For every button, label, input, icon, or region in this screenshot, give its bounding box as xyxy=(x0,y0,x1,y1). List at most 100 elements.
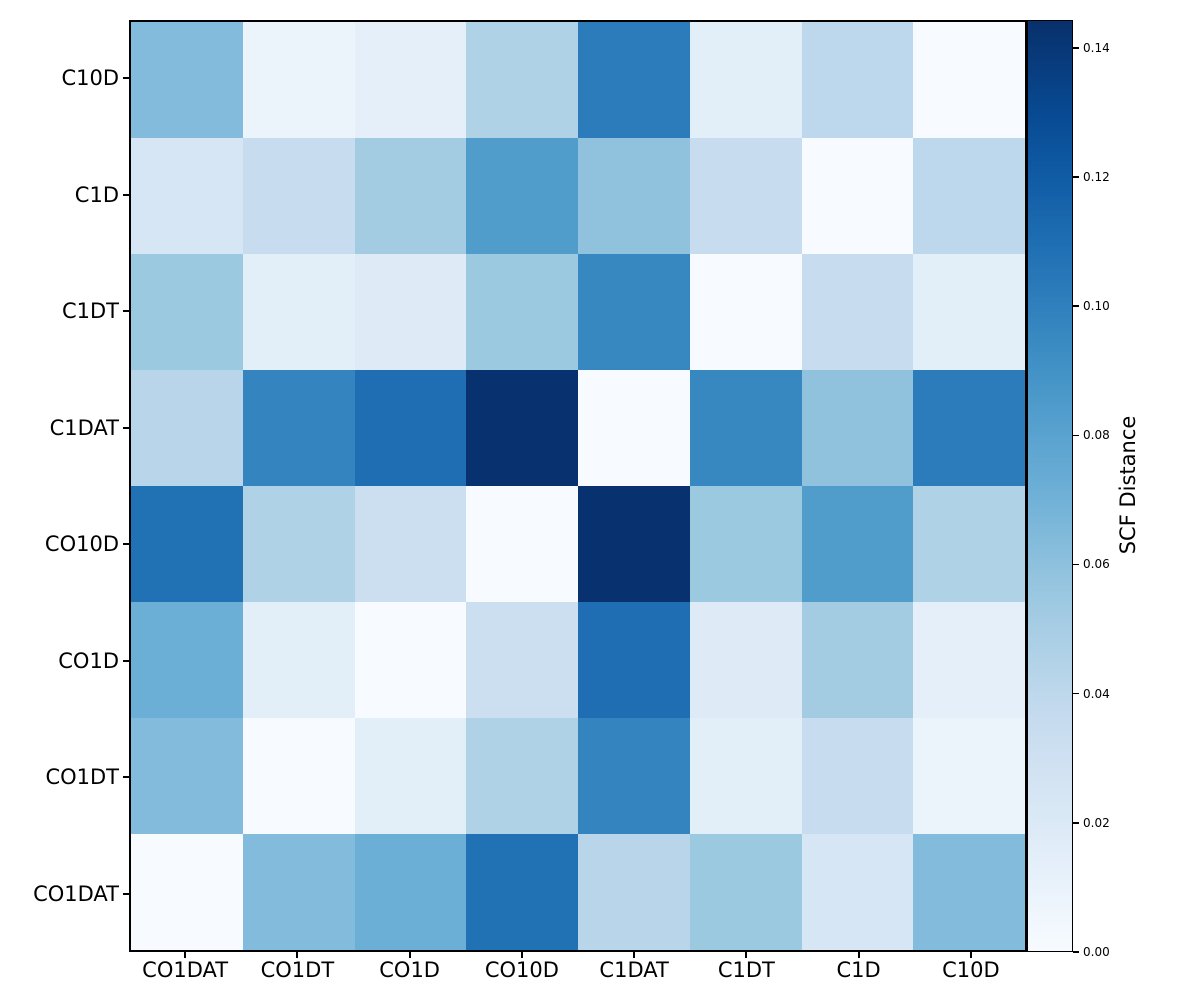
heatmap-cell xyxy=(242,22,355,138)
y-tick-label: C1DAT xyxy=(49,415,119,440)
heatmap-cell xyxy=(801,22,914,138)
colorbar-tick-mark xyxy=(1073,563,1079,566)
x-tick-mark xyxy=(969,952,972,958)
y-tick-label: C1DT xyxy=(61,299,119,324)
heatmap-cell xyxy=(913,254,1025,370)
heatmap-cell xyxy=(689,22,802,138)
heatmap-cell xyxy=(131,22,243,138)
colorbar-tick-label: 0.04 xyxy=(1083,686,1110,701)
heatmap-cell xyxy=(131,370,243,486)
heatmap-cell xyxy=(801,718,914,834)
y-tick-mark xyxy=(123,543,129,546)
heatmap-cell xyxy=(578,834,690,950)
y-tick-mark xyxy=(123,310,129,313)
heatmap-cell xyxy=(131,486,243,602)
x-tick-label: C1DAT xyxy=(599,958,669,982)
colorbar-tick-label: 0.10 xyxy=(1083,299,1110,314)
heatmap-cell xyxy=(578,254,690,370)
heatmap-cell xyxy=(131,718,243,834)
heatmap-cell xyxy=(466,486,578,602)
heatmap-cell xyxy=(689,834,802,950)
heatmap-cell xyxy=(689,138,802,254)
heatmap-cell xyxy=(131,834,243,950)
y-tick-label: C10D xyxy=(61,66,119,91)
colorbar-axis-label: SCF Distance xyxy=(1116,415,1140,555)
y-tick-mark xyxy=(123,659,129,662)
x-tick-mark xyxy=(633,952,636,958)
heatmap-cell xyxy=(801,138,914,254)
heatmap-cell xyxy=(242,370,355,486)
colorbar-tick-mark xyxy=(1073,305,1079,307)
heatmap-cell xyxy=(466,138,578,254)
y-tick-label: CO1DT xyxy=(45,765,119,790)
heatmap-cell xyxy=(354,486,467,602)
heatmap-cell xyxy=(578,138,690,254)
x-tick-mark xyxy=(184,952,187,958)
colorbar-tick-label: 0.00 xyxy=(1083,945,1110,959)
heatmap-cell xyxy=(578,22,690,138)
y-tick-label: CO1D xyxy=(58,648,119,673)
heatmap-cell xyxy=(354,22,467,138)
colorbar-tick-mark xyxy=(1073,434,1079,437)
heatmap-cell xyxy=(354,138,467,254)
heatmap-cell xyxy=(801,602,914,718)
heatmap-cell xyxy=(578,486,690,602)
heatmap-cell xyxy=(913,602,1025,718)
heatmap-cell xyxy=(801,254,914,370)
x-tick-label: C10D xyxy=(942,958,1000,982)
x-tick-mark xyxy=(296,952,299,958)
heatmap-cell xyxy=(131,602,243,718)
x-tick-mark xyxy=(857,952,860,958)
heatmap-cell xyxy=(466,718,578,834)
heatmap-cell xyxy=(689,602,802,718)
x-tick-mark xyxy=(745,952,748,958)
x-tick-label: CO1DT xyxy=(260,958,335,982)
heatmap-cell xyxy=(578,602,690,718)
heatmap-cell xyxy=(913,370,1025,486)
heatmap-cell xyxy=(913,718,1025,834)
heatmap-cell xyxy=(913,834,1025,950)
heatmap-cell xyxy=(242,486,355,602)
x-tick-label: CO1D xyxy=(379,958,440,982)
colorbar-tick-mark xyxy=(1073,47,1079,49)
colorbar-tick-label: 0.14 xyxy=(1083,40,1110,55)
heatmap-cell xyxy=(689,486,802,602)
heatmap-cell xyxy=(242,254,355,370)
heatmap-cell xyxy=(242,718,355,834)
y-tick-mark xyxy=(123,426,129,429)
heatmap-cell xyxy=(801,370,914,486)
colorbar-tick-mark xyxy=(1073,176,1079,178)
colorbar-tick-label: 0.06 xyxy=(1083,557,1110,572)
y-tick-mark xyxy=(123,77,129,80)
heatmap-cell xyxy=(466,22,578,138)
heatmap-cell xyxy=(354,602,467,718)
heatmap-cell xyxy=(913,22,1025,138)
heatmap-cell xyxy=(466,254,578,370)
heatmap-cell xyxy=(354,834,467,950)
y-tick-mark xyxy=(123,776,129,779)
x-tick-mark xyxy=(520,952,523,958)
y-tick-label: CO1DAT xyxy=(33,881,119,906)
x-tick-label: C1D xyxy=(836,958,881,982)
heatmap-cell xyxy=(242,602,355,718)
heatmap-cell xyxy=(466,370,578,486)
heatmap-cell xyxy=(354,370,467,486)
heatmap-cell xyxy=(131,138,243,254)
heatmap-cell xyxy=(466,602,578,718)
heatmap-cell xyxy=(689,718,802,834)
heatmap-cell xyxy=(242,834,355,950)
colorbar-tick-label: 0.02 xyxy=(1083,815,1110,830)
heatmap-cell xyxy=(689,254,802,370)
colorbar-tick-mark xyxy=(1073,692,1079,695)
heatmap-cell xyxy=(689,370,802,486)
colorbar-tick-mark xyxy=(1073,951,1079,953)
x-tick-mark xyxy=(408,952,411,958)
x-tick-label: CO1DAT xyxy=(142,958,229,982)
y-tick-mark xyxy=(123,193,129,196)
heatmap-cell xyxy=(801,834,914,950)
x-tick-label: C1DT xyxy=(717,958,775,982)
colorbar-tick-label: 0.12 xyxy=(1083,169,1110,184)
heatmap-cell xyxy=(578,718,690,834)
x-tick-label: CO10D xyxy=(484,958,559,982)
